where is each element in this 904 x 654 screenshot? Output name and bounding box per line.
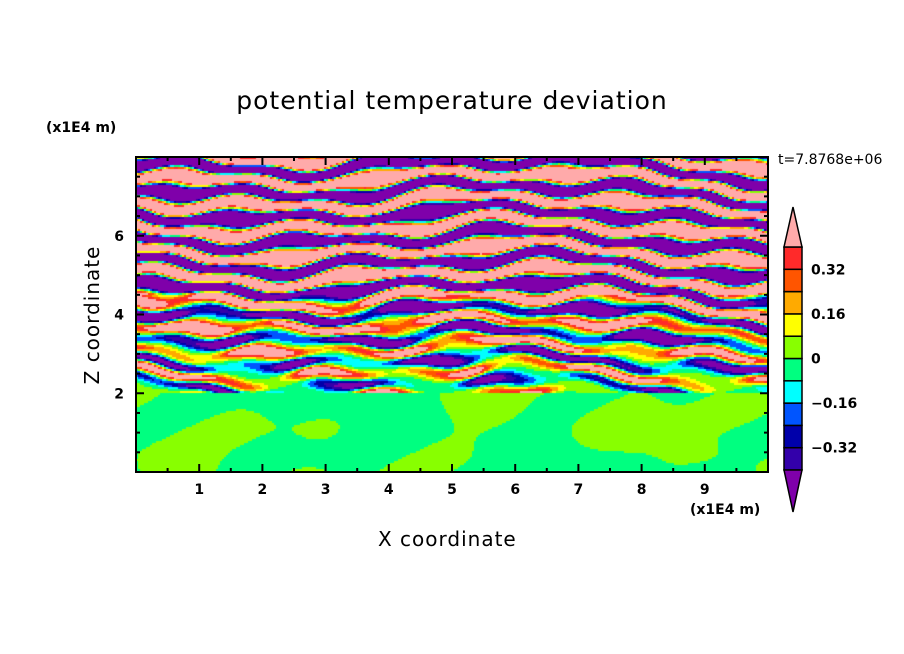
colorbar-label: 0.16 [811, 307, 846, 323]
y-unit-label: (x1E4 m) [46, 120, 117, 136]
x-tick-label: 5 [447, 482, 457, 498]
y-tick-label: 4 [114, 308, 124, 324]
colorbar-box [783, 402, 803, 427]
x-tick-label: 8 [637, 482, 647, 498]
x-tick-label: 6 [510, 482, 520, 498]
colorbar-box [783, 268, 803, 293]
chart-title: potential temperature deviation [236, 86, 668, 115]
time-label: t=7.8768e+06 [778, 152, 883, 168]
colorbar-label: −0.32 [811, 441, 857, 457]
x-tick-label: 4 [384, 482, 394, 498]
x-tick-label: 9 [700, 482, 710, 498]
x-unit-label: (x1E4 m) [690, 502, 761, 518]
colorbar-box [783, 357, 803, 382]
colorbar-box [783, 380, 803, 404]
colorbar-box [783, 335, 803, 360]
colorbar-box [783, 424, 803, 449]
colorbar-box [783, 313, 803, 337]
x-tick-label: 7 [574, 482, 584, 498]
x-axis-label: X coordinate [378, 527, 517, 551]
plot-frame [135, 156, 769, 473]
colorbar-top-extension [783, 206, 803, 248]
x-tick-label: 3 [321, 482, 331, 498]
colorbar-label: 0 [811, 352, 821, 368]
contour-field [136, 157, 768, 472]
x-tick-label: 1 [194, 482, 204, 498]
colorbar-label: −0.16 [811, 396, 857, 412]
colorbar-bottom-extension [783, 469, 803, 513]
x-tick-label: 2 [258, 482, 268, 498]
colorbar-box [783, 290, 803, 315]
y-tick-label: 2 [114, 386, 124, 402]
colorbar-box [783, 446, 803, 471]
colorbar-label: 0.32 [811, 262, 846, 278]
colorbar-box [783, 246, 803, 271]
y-tick-label: 6 [114, 229, 124, 245]
